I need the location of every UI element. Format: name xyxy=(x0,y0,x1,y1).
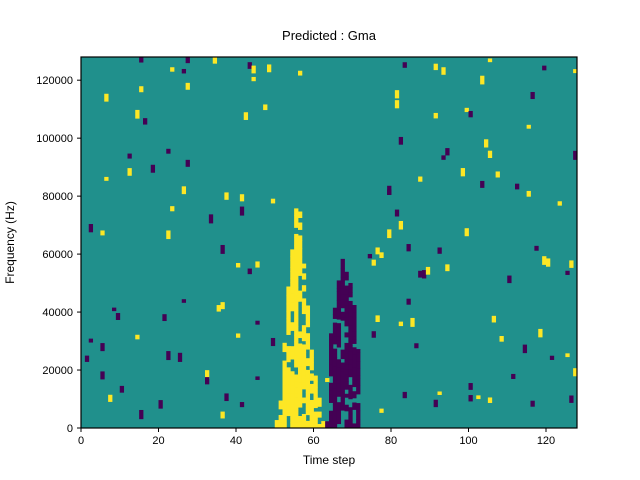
svg-text:40000: 40000 xyxy=(42,307,73,319)
svg-text:120000: 120000 xyxy=(36,75,73,87)
svg-text:100000: 100000 xyxy=(36,133,73,145)
svg-text:0: 0 xyxy=(78,435,84,447)
svg-text:20000: 20000 xyxy=(42,365,73,377)
svg-text:Predicted : Gma: Predicted : Gma xyxy=(282,28,377,43)
svg-text:40: 40 xyxy=(230,435,242,447)
svg-text:0: 0 xyxy=(67,423,73,435)
svg-text:80000: 80000 xyxy=(42,191,73,203)
svg-text:20: 20 xyxy=(152,435,164,447)
svg-text:60000: 60000 xyxy=(42,249,73,261)
svg-text:100: 100 xyxy=(459,435,477,447)
svg-text:Time step: Time step xyxy=(303,453,356,467)
svg-text:120: 120 xyxy=(537,435,555,447)
svg-text:60: 60 xyxy=(307,435,319,447)
svg-text:80: 80 xyxy=(385,435,397,447)
svg-text:Frequency (Hz): Frequency (Hz) xyxy=(3,201,17,284)
